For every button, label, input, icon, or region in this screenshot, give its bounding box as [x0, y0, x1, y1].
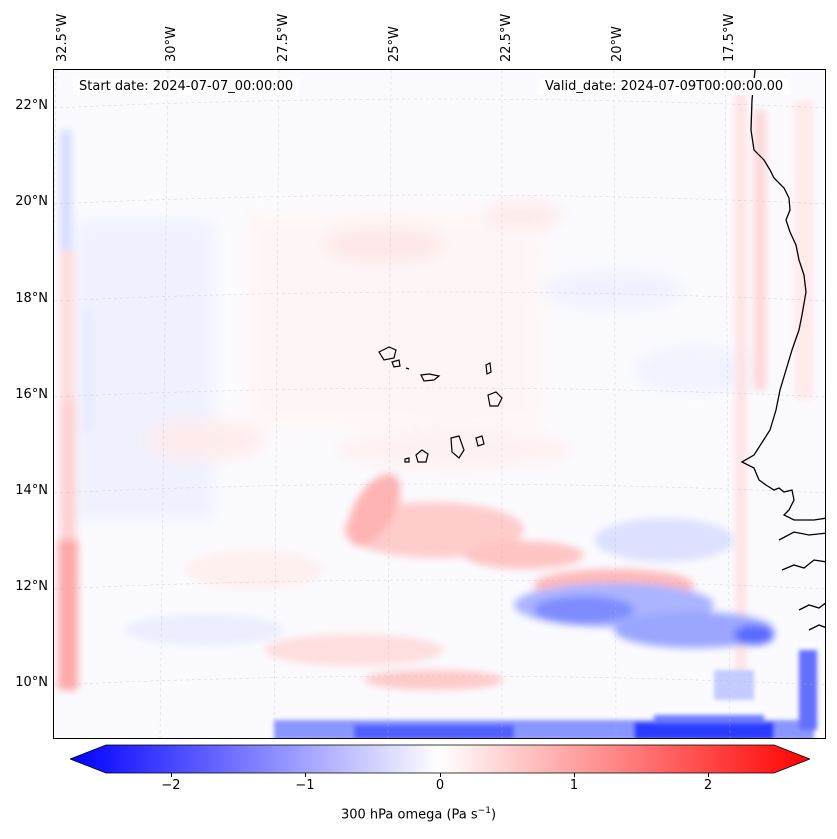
lon-label: 20°W [610, 26, 625, 62]
lat-label: 12°N [15, 579, 48, 594]
lat-label: 16°N [15, 387, 48, 402]
colorbar-tick-mark [708, 773, 709, 777]
lat-label: 22°N [15, 98, 48, 113]
colorbar-tick-mark [574, 773, 575, 777]
colorbar-tick-mark [171, 773, 172, 777]
lat-label: 14°N [15, 483, 48, 498]
map-panel [53, 69, 826, 739]
lat-label: 10°N [15, 675, 48, 690]
lon-label: 22.5°W [499, 13, 514, 62]
lon-label: 32.5°W [55, 13, 70, 62]
colorbar-tick-mark [440, 773, 441, 777]
colorbar-label: 300 hPa omega (Pa s−1) [0, 806, 837, 822]
island [475, 435, 485, 447]
island [415, 449, 429, 463]
coastlines [740, 70, 825, 631]
omega-field-map [54, 70, 825, 738]
colorbar-gradient [68, 744, 812, 774]
island [485, 362, 492, 375]
cape-verde-islands [378, 346, 503, 463]
lon-label: 30°W [164, 26, 179, 62]
colorbar-tick-label: 2 [703, 778, 713, 793]
colorbar-label-unit-exponent: −1 [477, 806, 491, 816]
island [405, 367, 410, 370]
lon-label: 25°W [387, 26, 402, 62]
island [420, 373, 441, 382]
lon-label: 27.5°W [276, 13, 291, 62]
island [404, 457, 410, 463]
island [391, 359, 401, 368]
colorbar-tick-mark [305, 773, 306, 777]
omega-field [58, 90, 817, 738]
lon-label: 17.5°W [722, 13, 737, 62]
lat-label: 18°N [15, 291, 48, 306]
colorbar-label-main: 300 hPa omega (Pa s [340, 807, 478, 823]
start-date-label: Start date: 2024-07-07_00:00:00 [73, 78, 300, 95]
lat-label: 20°N [15, 194, 48, 209]
colorbar-tick-label: 0 [435, 778, 445, 793]
colorbar-tick-label: −2 [161, 778, 181, 793]
colorbar [68, 744, 812, 774]
colorbar-tick-label: −1 [295, 778, 315, 793]
island [378, 346, 397, 361]
colorbar-tick-label: 1 [569, 778, 579, 793]
africa-coastline [740, 70, 825, 521]
graticule [54, 70, 825, 738]
valid-date-label: Valid_date: 2024-07-09T00:00:00.00 [539, 78, 790, 95]
island [450, 435, 465, 459]
colorbar-label-end: ) [490, 807, 497, 823]
island [487, 391, 503, 407]
